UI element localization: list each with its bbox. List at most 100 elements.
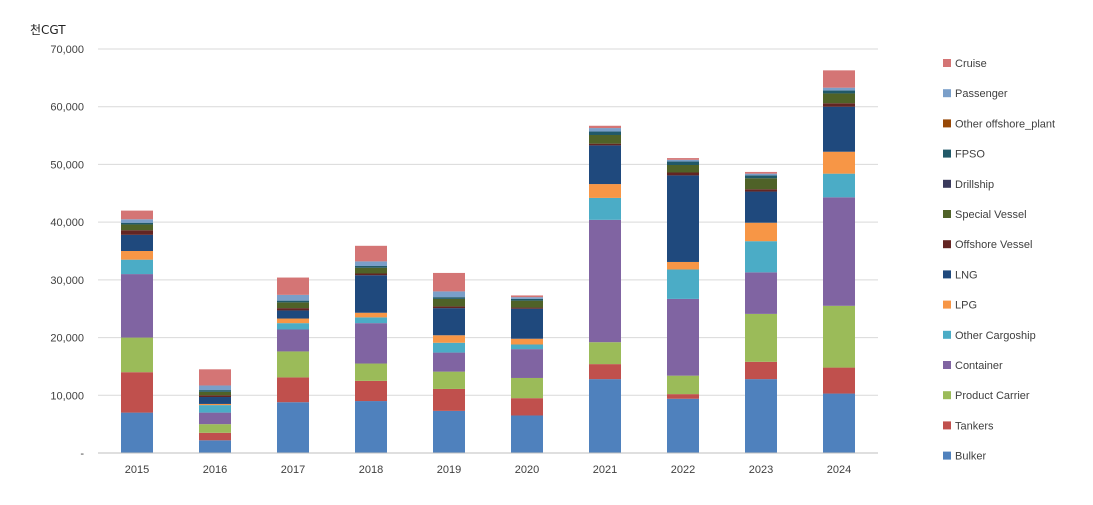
bar-segment-passenger [511,297,543,299]
bar-segment-lpg [823,151,855,174]
legend-label: Cruise [955,58,987,70]
bar-segment-lng [355,275,387,313]
legend-label: Product Carrier [955,390,1030,402]
bar-segment-special-vessel [667,165,699,173]
bar-segment-product-carrier [199,424,231,433]
x-tick-label: 2023 [749,464,773,476]
legend-item: LNG [943,269,978,281]
bar-segment-lpg [121,251,153,260]
bar-stack-2018 [355,245,387,453]
bar-segment-offshore-vessel [511,307,543,309]
bar-segment-special-vessel [433,298,465,307]
bar-stack-2016 [199,369,231,453]
bar-stack-2015 [121,210,153,453]
bar-segment-offshore-vessel [667,172,699,176]
legend-item: Other offshore_plant [943,118,1055,130]
bar-segment-special-vessel [745,178,777,190]
bar-segment-other-cargoship [667,269,699,299]
legend-swatch [943,59,951,67]
x-axis-tick-labels: 2015 2016 2017 2018 2019 2020 2021 2022 2023 2024 [125,464,851,476]
bar-segment-offshore-vessel [355,273,387,276]
bar-segment-other-cargoship [511,344,543,350]
bar-segment-tankers [277,377,309,403]
legend-item: LPG [943,300,977,312]
bar-segment-passenger [667,159,699,162]
bar-segment-passenger [277,294,309,301]
bar-segment-offshore-vessel [121,230,153,235]
y-tick-label: 20,000 [50,333,84,345]
bar-segment-lpg [745,222,777,242]
bar-segment-other-cargoship [277,323,309,330]
bar-segment-bulker [277,402,309,453]
bar-segment-cruise [355,245,387,262]
y-tick-label: 60,000 [50,102,84,114]
bar-segment-other-cargoship [823,173,855,198]
y-tick-label: 10,000 [50,390,84,402]
bar-segment-lpg [199,403,231,406]
legend-swatch [943,391,951,400]
legend-item: Cruise [943,58,987,70]
bar-segment-bulker [433,410,465,453]
y-tick-label: 70,000 [50,44,84,56]
bar-segment-product-carrier [823,305,855,368]
bar-segment-tankers [511,398,543,416]
bar-segment-tankers [589,364,621,380]
bar-segment-product-carrier [121,337,153,373]
bar-stack-2024 [823,70,855,453]
bar-stack-2017 [277,277,309,453]
bar-segment-other-cargoship [433,342,465,353]
bar-segment-cruise [433,272,465,292]
legend-label: Offshore Vessel [955,239,1032,251]
legend-label: Tankers [955,420,994,432]
bar-segment-container [667,298,699,376]
legend-swatch [943,451,951,460]
bar-segment-tankers [433,388,465,411]
bar-segment-other-cargoship [199,405,231,413]
bar-segment-lpg [667,261,699,270]
bar-segment-product-carrier [355,363,387,381]
bar-segment-lng [277,310,309,319]
bar-segment-passenger [199,385,231,391]
bar-segment-fpso [511,298,543,301]
legend-swatch [943,149,951,158]
x-tick-label: 2018 [359,464,383,476]
bar-segment-offshore-vessel [433,306,465,309]
bar-segment-cruise [121,210,153,220]
bar-stack-2019 [433,272,465,453]
legend-swatch [943,361,951,369]
legend-label: Drillship [955,179,994,191]
x-tick-label: 2020 [515,464,539,476]
bar-segment-bulker [511,415,543,453]
legend-label: LPG [955,300,977,312]
bar-segment-fpso [121,222,153,225]
y-tick-label: 30,000 [50,275,84,287]
bar-segment-container [199,412,231,425]
bar-segment-lng [667,175,699,262]
bar-segment-fpso [667,161,699,166]
bar-segment-product-carrier [667,375,699,395]
bar-stack-2020 [511,295,543,453]
bar-segment-lpg [433,335,465,343]
bar-segment-fpso [823,90,855,94]
y-tick-label: - [80,448,84,460]
legend-swatch [943,330,951,339]
legend-label: LNG [955,269,978,281]
bar-segment-fpso [355,266,387,268]
bar-segment-lng [589,145,621,185]
bar-segment-product-carrier [277,351,309,378]
x-tick-label: 2016 [203,464,227,476]
x-tick-label: 2021 [593,464,617,476]
bars [121,70,855,453]
bar-stack-2022 [667,158,699,453]
x-tick-label: 2019 [437,464,461,476]
bar-segment-special-vessel [823,93,855,104]
legend-item: Special Vessel [943,209,1027,221]
bar-segment-passenger [433,291,465,298]
bar-segment-passenger [589,128,621,132]
bar-segment-container [511,349,543,378]
x-tick-label: 2017 [281,464,305,476]
bar-segment-passenger [745,173,777,176]
legend-item: Product Carrier [943,390,1030,402]
bar-segment-tankers [823,367,855,394]
